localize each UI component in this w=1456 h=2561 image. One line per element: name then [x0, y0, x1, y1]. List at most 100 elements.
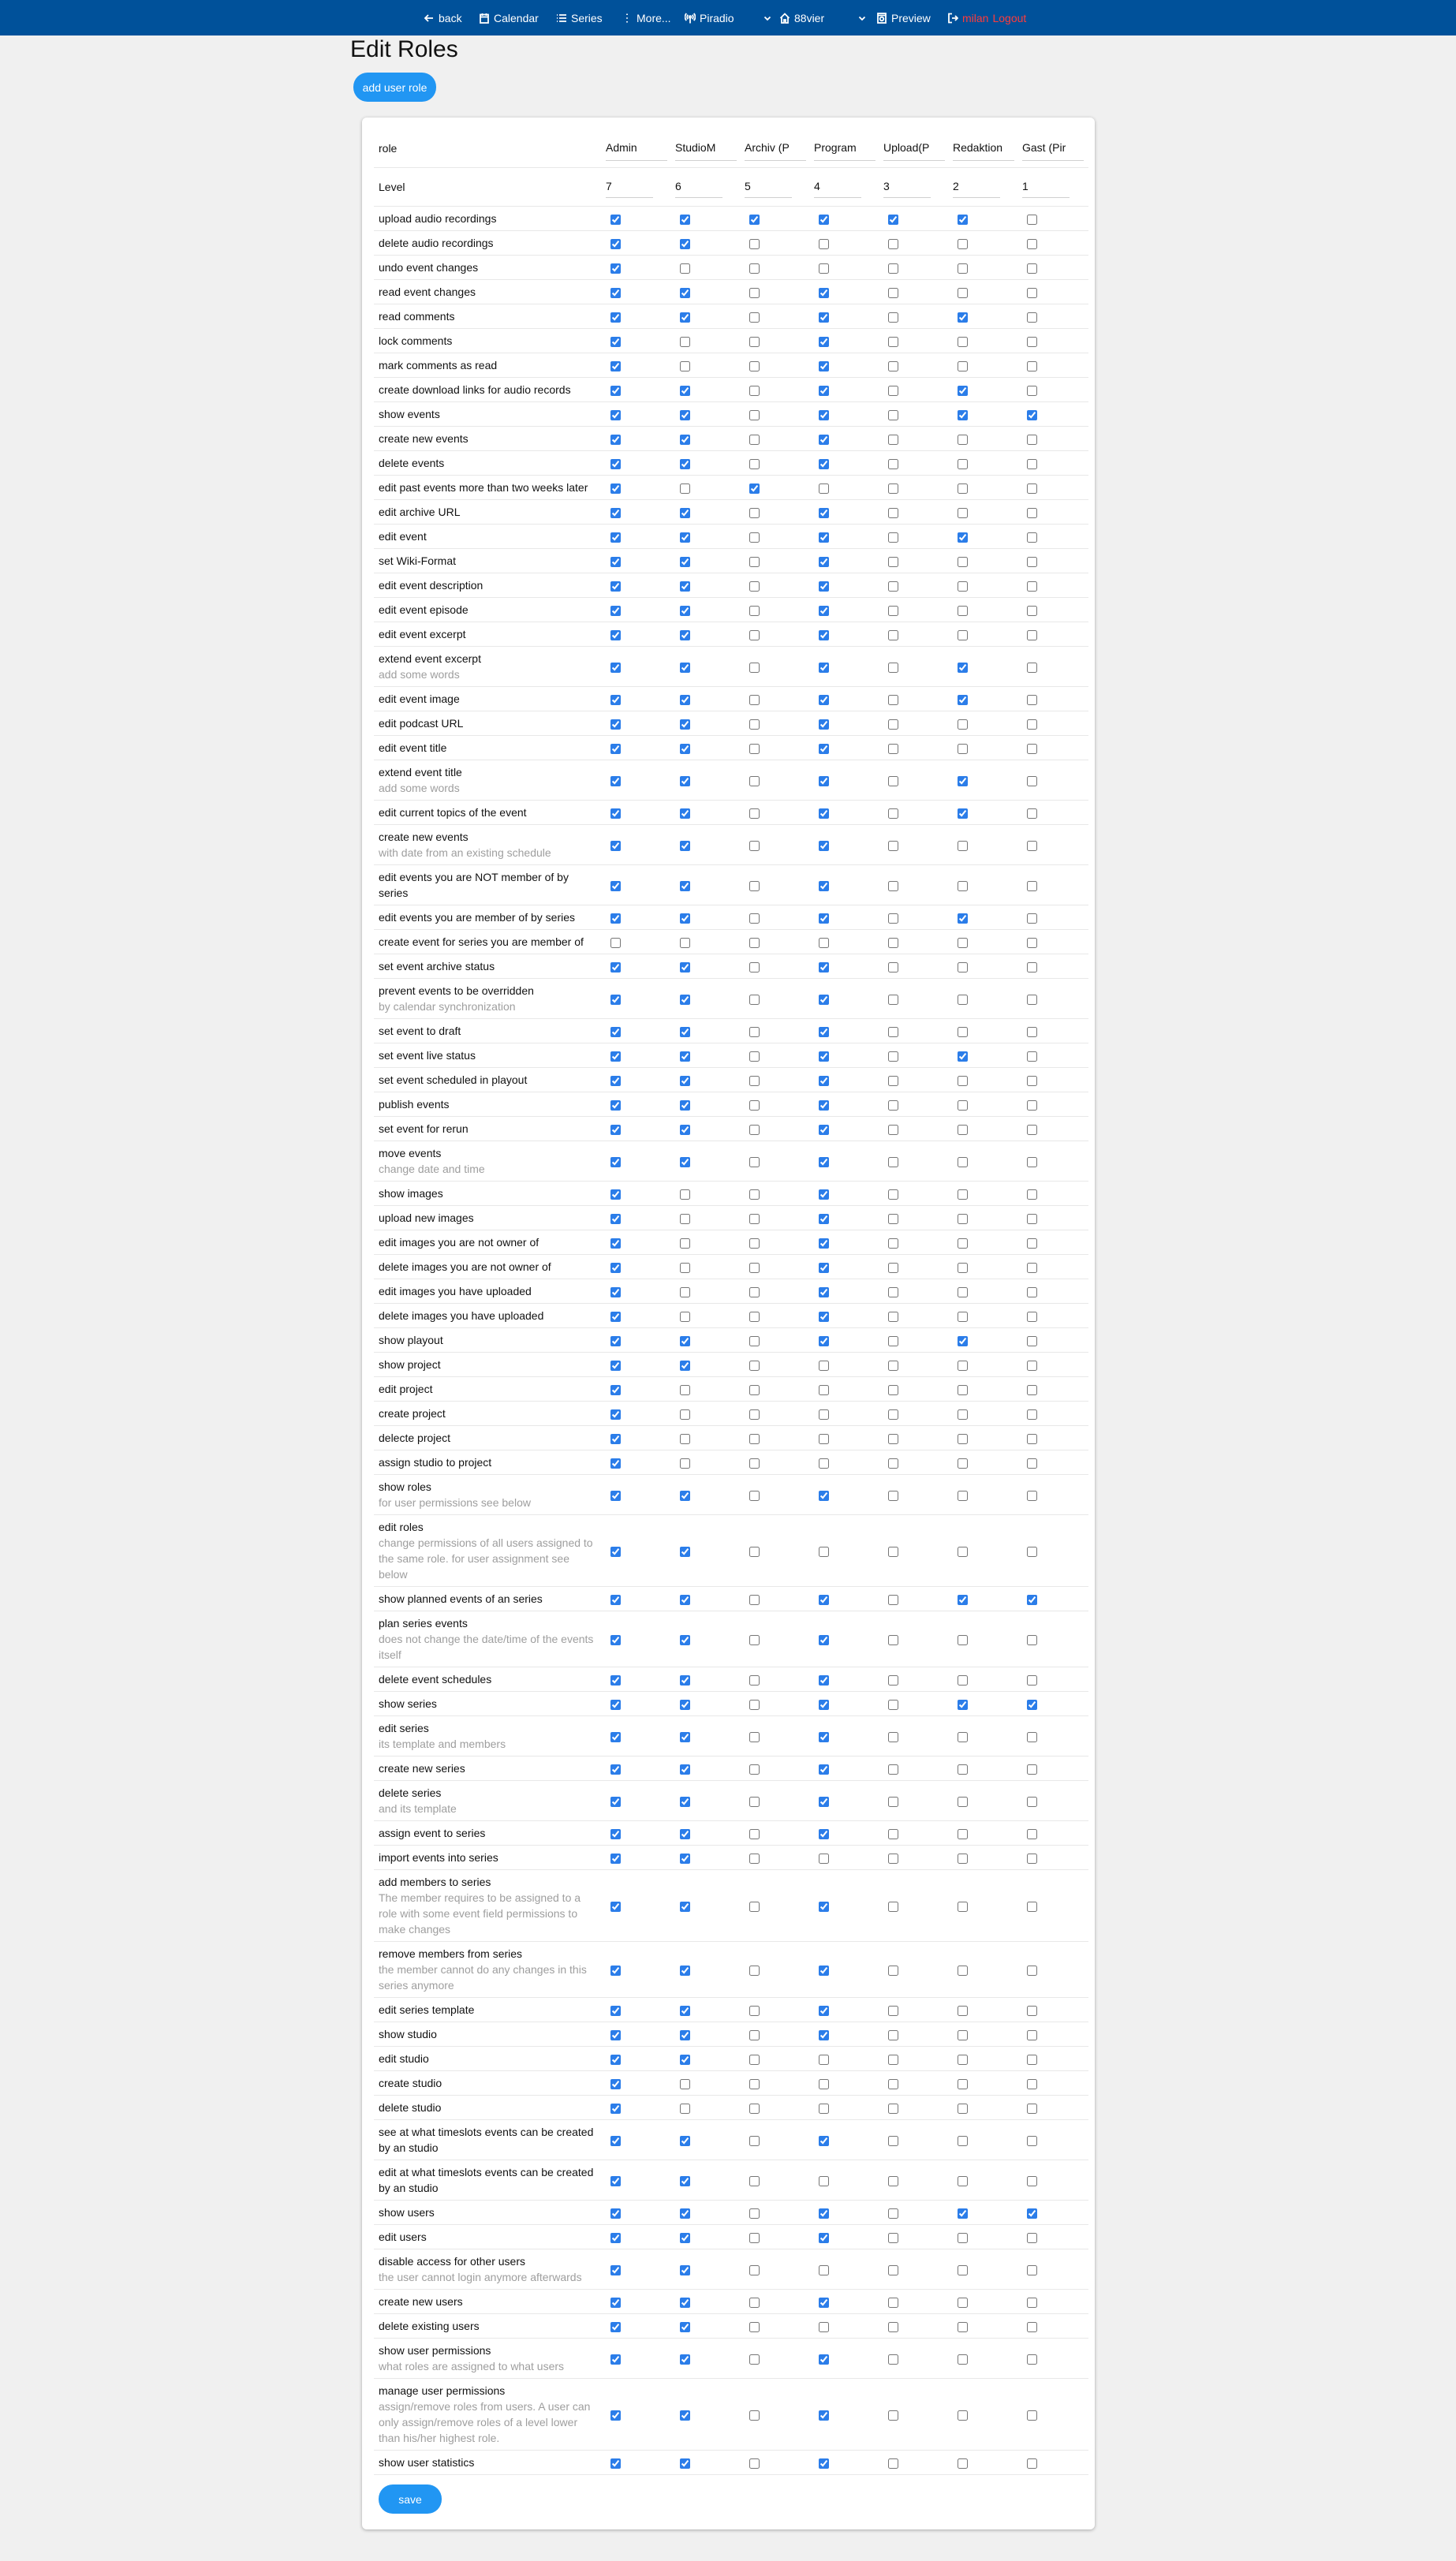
permission-checkbox-6[interactable] — [680, 2029, 690, 2040]
permission-checkbox-1[interactable] — [1027, 214, 1037, 225]
permission-checkbox-2[interactable] — [958, 2054, 968, 2065]
permission-checkbox-3[interactable] — [888, 1286, 898, 1297]
permission-checkbox-1[interactable] — [1027, 1051, 1037, 1062]
permission-checkbox-3[interactable] — [888, 2321, 898, 2332]
permission-checkbox-5[interactable] — [749, 961, 760, 973]
permission-checkbox-5[interactable] — [749, 287, 760, 298]
permission-checkbox-5[interactable] — [749, 1213, 760, 1224]
permission-checkbox-2[interactable] — [958, 556, 968, 567]
permission-checkbox-2[interactable] — [958, 2264, 968, 2275]
permission-checkbox-3[interactable] — [888, 1594, 898, 1605]
permission-checkbox-6[interactable] — [680, 434, 690, 445]
permission-checkbox-6[interactable] — [680, 312, 690, 323]
permission-checkbox-1[interactable] — [1027, 1335, 1037, 1346]
permission-checkbox-5[interactable] — [749, 937, 760, 948]
permission-checkbox-1[interactable] — [1027, 1433, 1037, 1444]
permission-checkbox-5[interactable] — [749, 1360, 760, 1371]
permission-checkbox-2[interactable] — [958, 1634, 968, 1645]
permission-checkbox-7[interactable] — [610, 1384, 621, 1395]
permission-checkbox-7[interactable] — [610, 2005, 621, 2016]
permission-checkbox-4[interactable] — [819, 1189, 829, 1200]
permission-checkbox-6[interactable] — [680, 1965, 690, 1976]
permission-checkbox-5[interactable] — [749, 263, 760, 274]
permission-checkbox-3[interactable] — [888, 1384, 898, 1395]
role-name-input[interactable]: Program — [814, 136, 875, 161]
permission-checkbox-1[interactable] — [1027, 1311, 1037, 1322]
permission-checkbox-3[interactable] — [888, 263, 898, 274]
permission-checkbox-2[interactable] — [958, 434, 968, 445]
permission-checkbox-6[interactable] — [680, 532, 690, 543]
permission-checkbox-4[interactable] — [819, 1901, 829, 1912]
permission-checkbox-1[interactable] — [1027, 662, 1037, 673]
permission-checkbox-5[interactable] — [749, 808, 760, 819]
permission-checkbox-4[interactable] — [819, 2208, 829, 2219]
nav-more[interactable]: More... — [622, 0, 671, 35]
permission-checkbox-5[interactable] — [749, 556, 760, 567]
permission-checkbox-7[interactable] — [610, 2264, 621, 2275]
permission-checkbox-6[interactable] — [680, 662, 690, 673]
permission-checkbox-4[interactable] — [819, 1051, 829, 1062]
permission-checkbox-5[interactable] — [749, 1458, 760, 1469]
permission-checkbox-5[interactable] — [749, 1828, 760, 1839]
permission-checkbox-5[interactable] — [749, 2029, 760, 2040]
permission-checkbox-3[interactable] — [888, 1828, 898, 1839]
permission-checkbox-1[interactable] — [1027, 1286, 1037, 1297]
permission-checkbox-1[interactable] — [1027, 840, 1037, 851]
permission-checkbox-7[interactable] — [610, 775, 621, 786]
permission-checkbox-5[interactable] — [749, 1311, 760, 1322]
permission-checkbox-1[interactable] — [1027, 808, 1037, 819]
permission-checkbox-1[interactable] — [1027, 409, 1037, 420]
permission-checkbox-2[interactable] — [958, 1156, 968, 1167]
permission-checkbox-1[interactable] — [1027, 913, 1037, 924]
permission-checkbox-4[interactable] — [819, 556, 829, 567]
permission-checkbox-3[interactable] — [888, 409, 898, 420]
permission-checkbox-3[interactable] — [888, 913, 898, 924]
nav-logout[interactable]: milan Logout — [947, 0, 1026, 35]
permission-checkbox-5[interactable] — [749, 2103, 760, 2114]
permission-checkbox-7[interactable] — [610, 719, 621, 730]
permission-checkbox-1[interactable] — [1027, 2175, 1037, 2186]
permission-checkbox-3[interactable] — [888, 1490, 898, 1501]
permission-checkbox-7[interactable] — [610, 2135, 621, 2146]
permission-checkbox-4[interactable] — [819, 1075, 829, 1086]
permission-checkbox-1[interactable] — [1027, 458, 1037, 469]
permission-checkbox-1[interactable] — [1027, 1731, 1037, 1742]
permission-checkbox-5[interactable] — [749, 719, 760, 730]
permission-checkbox-3[interactable] — [888, 2135, 898, 2146]
permission-checkbox-1[interactable] — [1027, 1594, 1037, 1605]
permission-checkbox-2[interactable] — [958, 913, 968, 924]
permission-checkbox-1[interactable] — [1027, 775, 1037, 786]
permission-checkbox-6[interactable] — [680, 1594, 690, 1605]
permission-checkbox-7[interactable] — [610, 1409, 621, 1420]
permission-checkbox-5[interactable] — [749, 1124, 760, 1135]
permission-checkbox-1[interactable] — [1027, 2321, 1037, 2332]
permission-checkbox-6[interactable] — [680, 2175, 690, 2186]
permission-checkbox-3[interactable] — [888, 719, 898, 730]
permission-checkbox-7[interactable] — [610, 1311, 621, 1322]
permission-checkbox-6[interactable] — [680, 1311, 690, 1322]
permission-checkbox-5[interactable] — [749, 336, 760, 347]
permission-checkbox-7[interactable] — [610, 1360, 621, 1371]
permission-checkbox-1[interactable] — [1027, 238, 1037, 249]
permission-checkbox-3[interactable] — [888, 458, 898, 469]
permission-checkbox-2[interactable] — [958, 1360, 968, 1371]
permission-checkbox-4[interactable] — [819, 629, 829, 640]
permission-checkbox-7[interactable] — [610, 409, 621, 420]
permission-checkbox-6[interactable] — [680, 1384, 690, 1395]
permission-checkbox-3[interactable] — [888, 2232, 898, 2243]
permission-checkbox-4[interactable] — [819, 312, 829, 323]
permission-checkbox-6[interactable] — [680, 1262, 690, 1273]
permission-checkbox-5[interactable] — [749, 1433, 760, 1444]
permission-checkbox-6[interactable] — [680, 719, 690, 730]
permission-checkbox-2[interactable] — [958, 214, 968, 225]
permission-checkbox-4[interactable] — [819, 743, 829, 754]
permission-checkbox-2[interactable] — [958, 336, 968, 347]
permission-checkbox-4[interactable] — [819, 1409, 829, 1420]
permission-checkbox-3[interactable] — [888, 880, 898, 891]
permission-checkbox-3[interactable] — [888, 840, 898, 851]
permission-checkbox-1[interactable] — [1027, 1409, 1037, 1420]
permission-checkbox-4[interactable] — [819, 1594, 829, 1605]
permission-checkbox-6[interactable] — [680, 2103, 690, 2114]
permission-checkbox-3[interactable] — [888, 808, 898, 819]
permission-checkbox-2[interactable] — [958, 2175, 968, 2186]
